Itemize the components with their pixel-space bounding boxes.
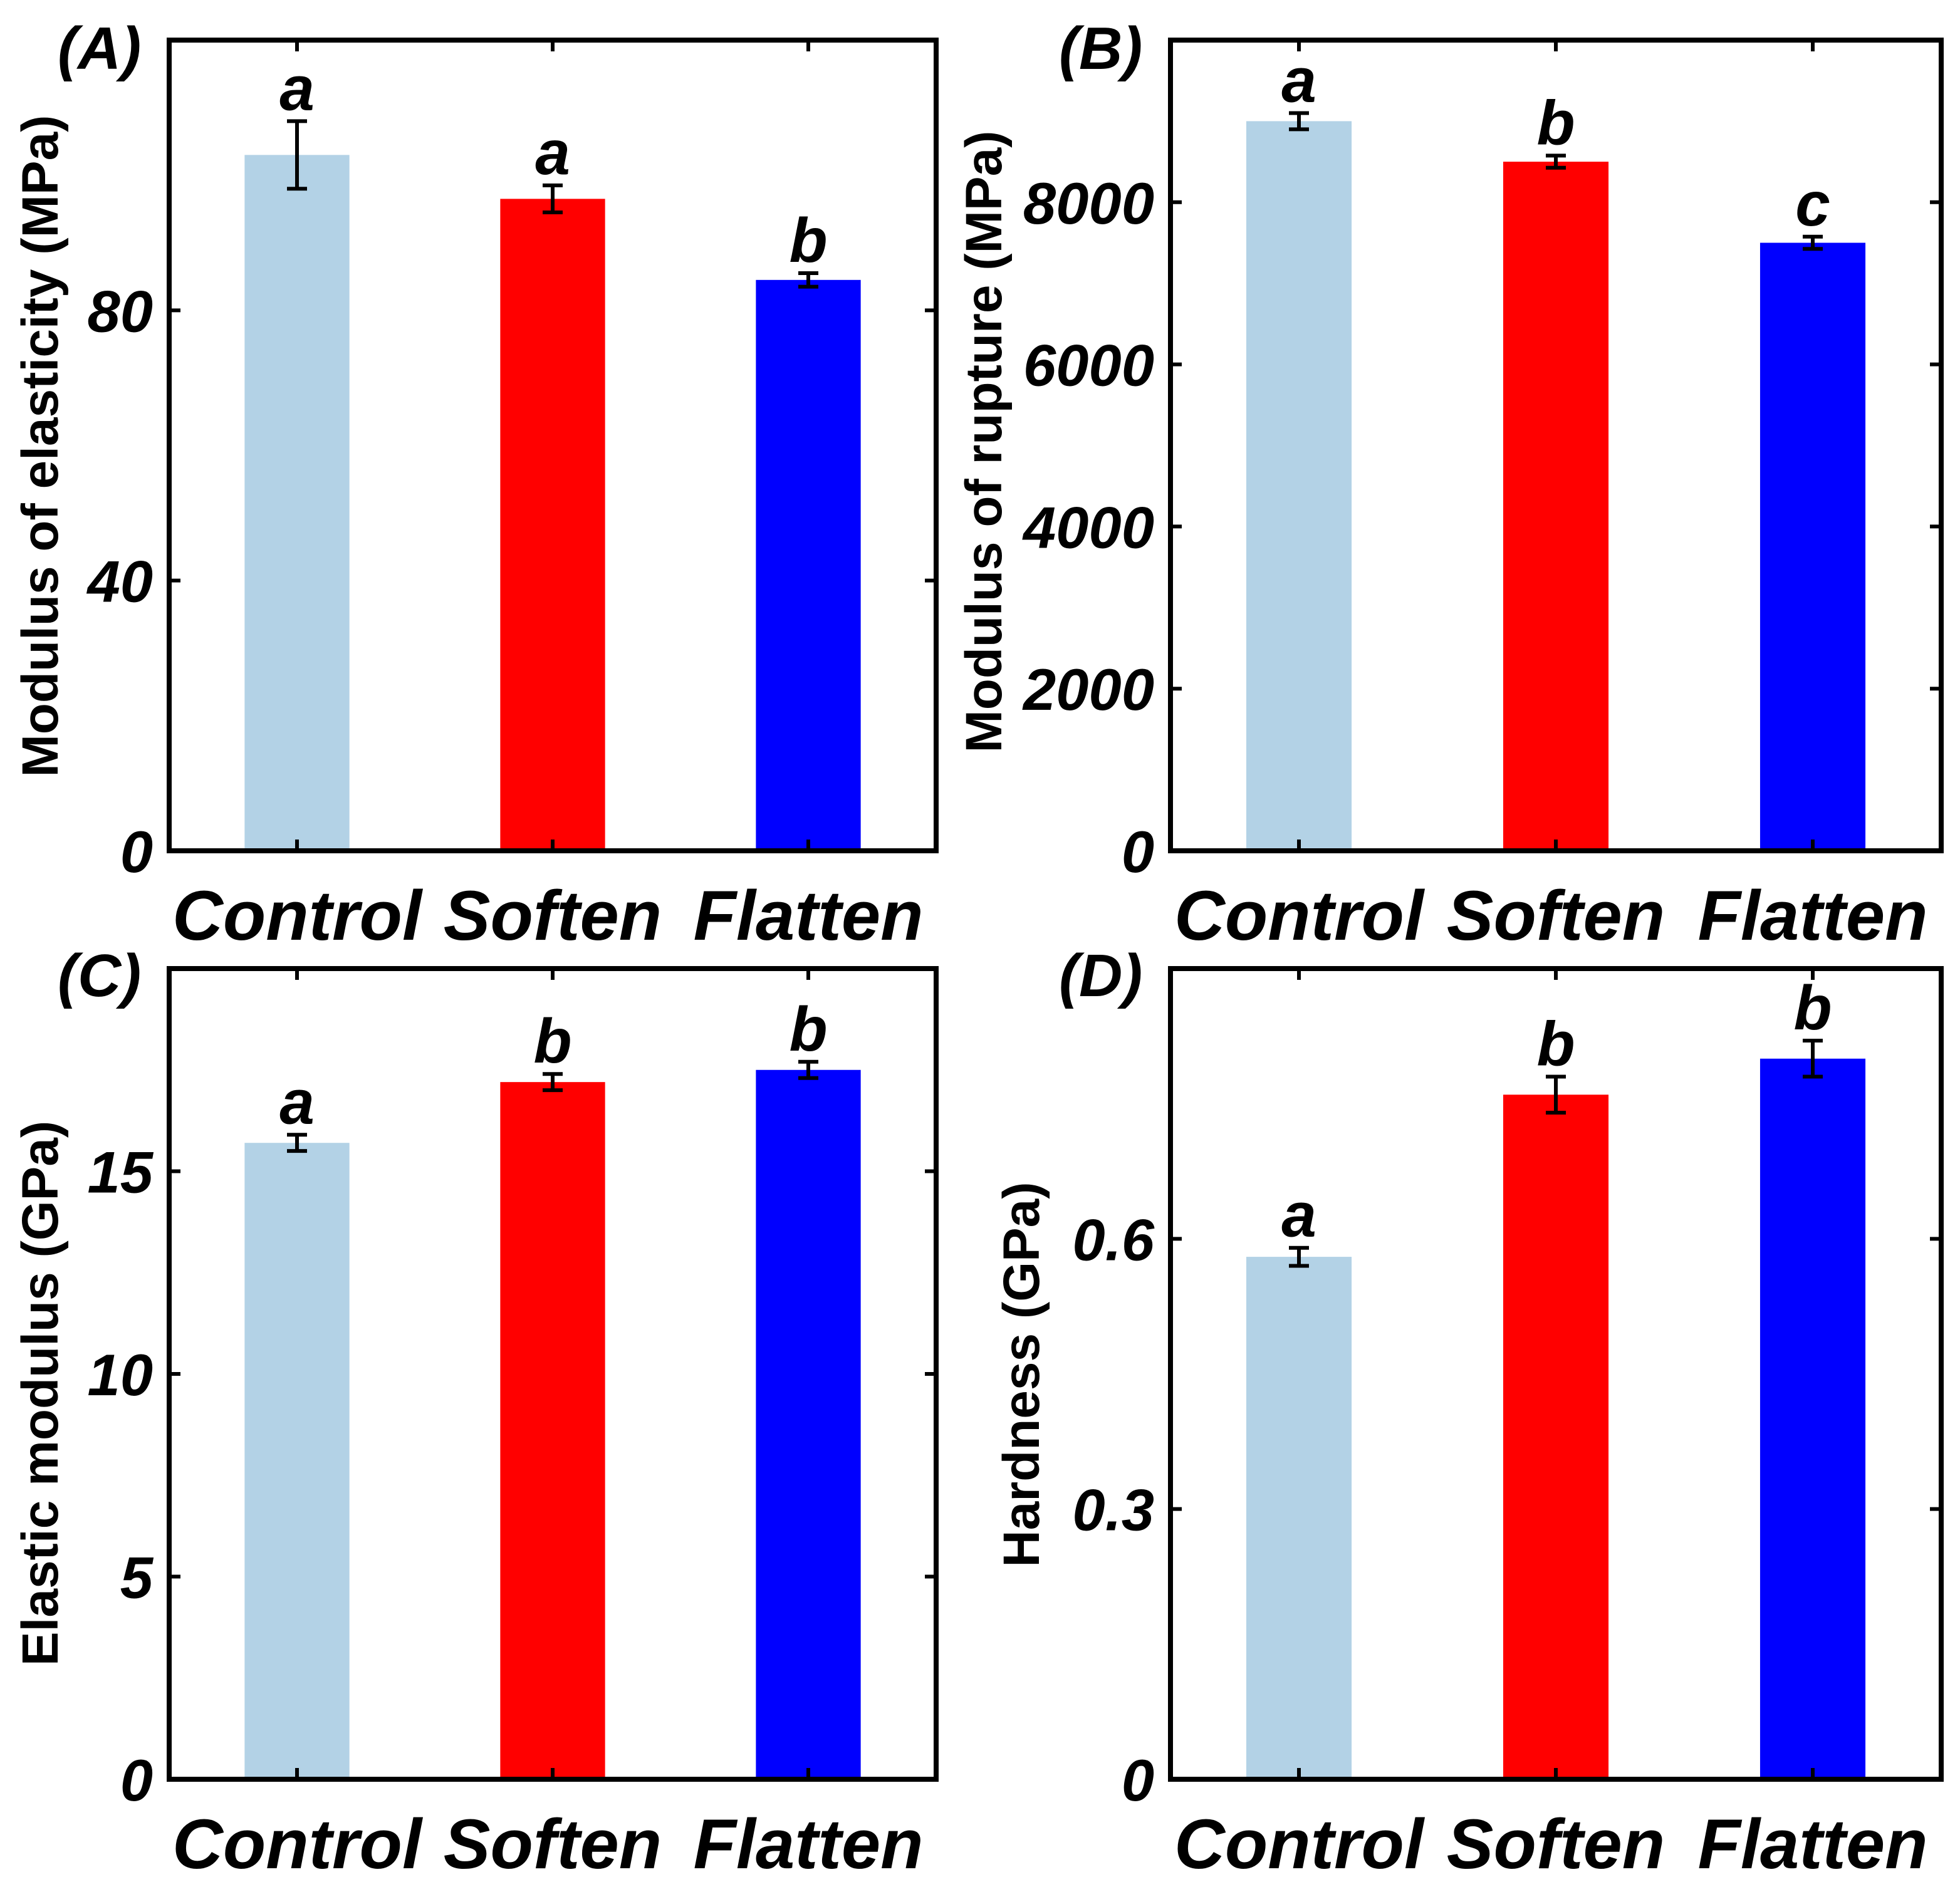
y-tick-label: 10 bbox=[87, 1342, 153, 1408]
category-label: Flatten bbox=[1697, 876, 1927, 955]
error-bar bbox=[1803, 234, 1823, 251]
significance-letter: b bbox=[789, 205, 827, 276]
category-label: Soften bbox=[444, 1805, 662, 1877]
error-bar bbox=[798, 271, 818, 289]
significance-letter: a bbox=[1281, 45, 1316, 115]
y-tick-label: 15 bbox=[87, 1140, 154, 1205]
significance-letter: a bbox=[279, 1067, 315, 1137]
error-bar bbox=[1289, 1245, 1309, 1268]
bar-flatten bbox=[756, 279, 861, 851]
significance-letter: b bbox=[789, 994, 827, 1064]
bar-control bbox=[244, 155, 350, 851]
panel-a: a Control a Soften b Flatten 0 40 80 Modulus of e… bbox=[12, 15, 939, 955]
error-bar bbox=[287, 119, 307, 191]
error-bar bbox=[1289, 111, 1309, 132]
significance-letter: c bbox=[1795, 169, 1830, 239]
y-tick-label: 0 bbox=[120, 1747, 153, 1813]
significance-letter: b bbox=[1536, 88, 1575, 158]
y-tick-label: 6000 bbox=[1023, 333, 1154, 398]
category-label: Soften bbox=[444, 876, 662, 955]
significance-letter: a bbox=[1281, 1180, 1316, 1250]
category-label: Control bbox=[1174, 1805, 1426, 1877]
error-bar bbox=[798, 1059, 818, 1080]
y-tick-label: 0 bbox=[120, 819, 153, 885]
y-axis-title: Modulus of elasticity (MPa) bbox=[12, 115, 69, 777]
error-bar bbox=[543, 183, 563, 214]
y-tick-label: 4000 bbox=[1022, 494, 1154, 560]
y-tick-label: 2000 bbox=[1022, 657, 1154, 722]
error-bar bbox=[1803, 1039, 1823, 1079]
y-tick-label: 0 bbox=[1122, 1747, 1154, 1813]
bar-control bbox=[1246, 1257, 1352, 1779]
y-axis-title: Modulus of rupture (MPa) bbox=[956, 130, 1013, 752]
significance-letter: a bbox=[279, 53, 315, 123]
category-label: Flatten bbox=[693, 1805, 923, 1877]
category-label: Control bbox=[1174, 876, 1426, 955]
bar-soften bbox=[500, 1082, 605, 1779]
plot-frame bbox=[1168, 966, 1944, 1782]
panel-label: (B) bbox=[1059, 15, 1142, 82]
y-axis-title: Hardness (GPa) bbox=[993, 1182, 1050, 1567]
y-tick-label: 0.3 bbox=[1072, 1477, 1154, 1543]
significance-letter: b bbox=[1793, 973, 1832, 1043]
panel-b: a Control b Soften c Flatten 0 2000 4000 6000 8000… bbox=[956, 15, 1944, 955]
category-label: Flatten bbox=[1697, 1805, 1927, 1877]
significance-letter: b bbox=[533, 1006, 571, 1076]
panel-label: (D) bbox=[1059, 942, 1142, 1009]
panel-label: (A) bbox=[58, 15, 141, 82]
bar-soften bbox=[1503, 162, 1609, 851]
bar-flatten bbox=[1759, 1058, 1866, 1779]
y-tick-label: 80 bbox=[87, 278, 153, 344]
plot-frame bbox=[167, 38, 939, 853]
bar-flatten bbox=[1759, 242, 1866, 851]
panel-c: a Control b Soften b Flatten 0 5 10 15 Elastic mod… bbox=[12, 942, 939, 1877]
panel-d: a Control b Soften b Flatten 0 0.3 0.6 Hardness (… bbox=[993, 942, 1944, 1877]
significance-letter: b bbox=[1536, 1009, 1575, 1079]
error-bar bbox=[287, 1133, 307, 1153]
bar-control bbox=[1246, 121, 1352, 851]
category-label: Control bbox=[172, 1805, 424, 1877]
bar-soften bbox=[1503, 1094, 1609, 1779]
y-tick-label: 40 bbox=[86, 549, 153, 615]
category-label: Flatten bbox=[693, 876, 923, 955]
y-tick-label: 0 bbox=[1122, 819, 1154, 885]
y-tick-label: 0.6 bbox=[1072, 1207, 1154, 1272]
significance-letter: a bbox=[535, 118, 570, 188]
category-label: Soften bbox=[1447, 876, 1665, 955]
y-tick-label: 5 bbox=[120, 1545, 154, 1611]
y-tick-label: 8000 bbox=[1023, 170, 1154, 236]
bar-flatten bbox=[756, 1069, 861, 1779]
y-axis-title: Elastic modulus (GPa) bbox=[12, 1121, 69, 1666]
category-label: Soften bbox=[1447, 1805, 1665, 1877]
error-bar bbox=[1546, 1074, 1566, 1115]
bar-control bbox=[244, 1143, 350, 1779]
error-bar bbox=[543, 1072, 563, 1093]
error-bar bbox=[1546, 153, 1566, 170]
bar-soften bbox=[500, 199, 605, 851]
panel-label: (C) bbox=[58, 942, 141, 1009]
category-label: Control bbox=[172, 876, 424, 955]
plot-frame bbox=[1168, 38, 1944, 853]
